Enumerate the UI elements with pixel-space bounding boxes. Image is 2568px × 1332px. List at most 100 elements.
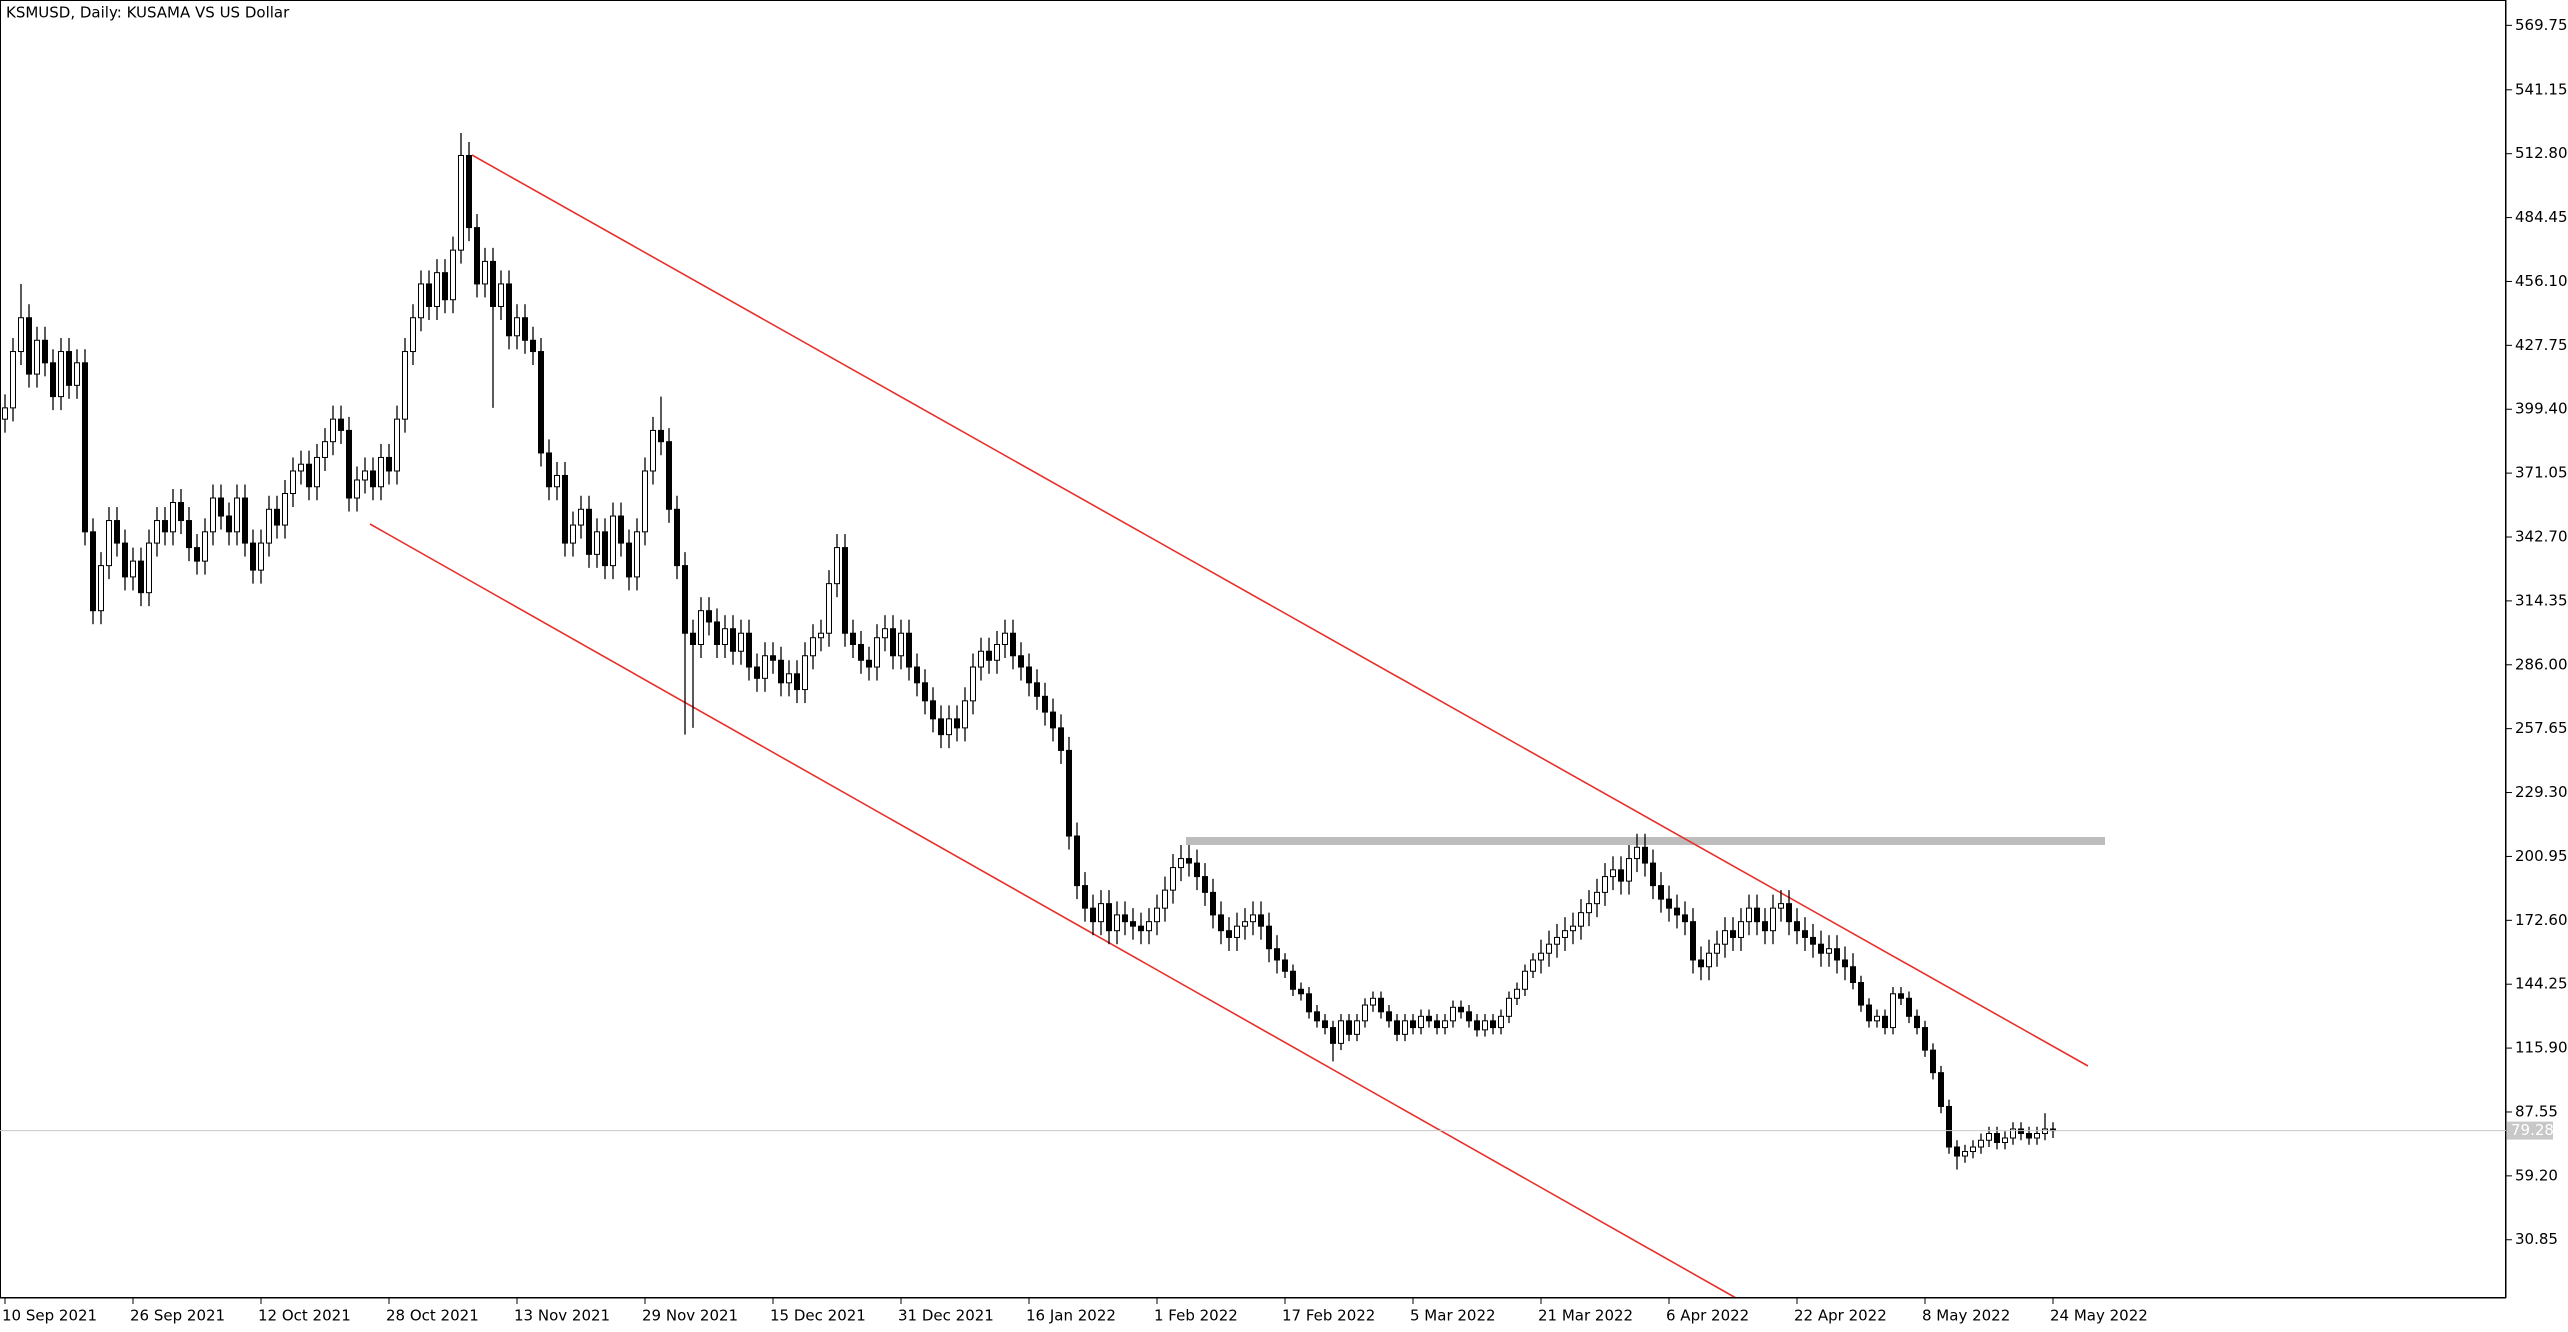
candle-body: [2, 407, 8, 420]
candle-body: [250, 542, 256, 571]
candle-body: [178, 502, 184, 522]
candle-body: [562, 474, 568, 544]
candle-body: [1562, 930, 1568, 938]
candle-body: [242, 497, 248, 544]
candle-body: [2002, 1137, 2008, 1144]
candle-body: [970, 666, 976, 702]
x-tick-label: 31 Dec 2021: [898, 1307, 994, 1325]
candle-body: [10, 351, 16, 409]
candle-body: [1442, 1020, 1448, 1029]
candle-body: [194, 547, 200, 562]
candle-body: [538, 351, 544, 454]
candle-body: [74, 362, 80, 386]
candle-body: [1738, 921, 1744, 938]
candle-body: [1930, 1049, 1936, 1074]
x-tick-label: 21 Mar 2022: [1538, 1307, 1633, 1325]
candle-body: [1162, 889, 1168, 909]
candle-body: [746, 632, 752, 668]
candle-body: [1706, 952, 1712, 968]
x-tick-label: 24 May 2022: [2050, 1307, 2148, 1325]
candle-body: [962, 700, 968, 729]
candle-body: [666, 441, 672, 510]
candle-body: [834, 547, 840, 585]
candle-body: [1194, 862, 1200, 878]
candle-body: [1554, 936, 1560, 945]
candle-body: [618, 515, 624, 544]
candle-body: [994, 643, 1000, 661]
candle-body: [106, 520, 112, 567]
candle-body: [1298, 988, 1304, 995]
candle-body: [1322, 1020, 1328, 1029]
candle-body: [1962, 1151, 1968, 1157]
x-tick-label: 15 Dec 2021: [770, 1307, 866, 1325]
candle-body: [474, 227, 480, 285]
candle-body: [722, 628, 728, 645]
candle-body: [2026, 1132, 2032, 1139]
candle-body: [1714, 943, 1720, 954]
candle-body: [1890, 993, 1896, 1029]
candle-body: [698, 610, 704, 645]
candle-body: [1266, 925, 1272, 950]
candle-body: [1346, 1020, 1352, 1035]
candle-body: [1802, 930, 1808, 938]
candle-body: [978, 650, 984, 668]
candle-body: [1306, 993, 1312, 1013]
candle-body: [1858, 982, 1864, 1006]
candle-body: [1874, 1015, 1880, 1022]
candle-body: [1090, 907, 1096, 923]
candle-body: [226, 515, 232, 533]
candle-body: [1082, 885, 1088, 909]
candle-body: [274, 508, 280, 526]
candle-body: [386, 456, 392, 472]
last-price-box: [2507, 1121, 2553, 1140]
candle-body: [706, 610, 712, 623]
candle-body: [1794, 921, 1800, 932]
candle-body: [530, 339, 536, 353]
x-tick-label: 16 Jan 2022: [1026, 1307, 1116, 1325]
candle-body: [1202, 876, 1208, 893]
candle-body: [610, 515, 616, 567]
candle-body: [506, 283, 512, 337]
candle-body: [682, 565, 688, 634]
candle-body: [378, 456, 384, 488]
candle-body: [1066, 749, 1072, 837]
candle-body: [1682, 914, 1688, 923]
y-tick-label: 172.60: [2515, 911, 2568, 929]
candle-body: [842, 547, 848, 634]
candle-body: [754, 666, 760, 679]
candle-body: [2010, 1128, 2016, 1139]
candle-body: [874, 637, 880, 668]
candle-body: [1106, 903, 1112, 932]
candle-body: [1610, 869, 1616, 878]
candle-body: [1938, 1072, 1944, 1107]
candle-body: [442, 272, 448, 301]
candle-body: [1018, 655, 1024, 668]
x-tick-label: 26 Sep 2021: [130, 1307, 225, 1325]
candle-body: [98, 565, 104, 612]
candle-body: [1258, 914, 1264, 927]
y-tick-label: 286.00: [2515, 655, 2568, 673]
candle-body: [1114, 914, 1120, 932]
candle-body: [570, 524, 576, 544]
candle-body: [1026, 666, 1032, 684]
candle-body: [1250, 914, 1256, 923]
candle-body: [1226, 930, 1232, 938]
candle-body: [810, 637, 816, 657]
x-tick-label: 22 Apr 2022: [1794, 1307, 1887, 1325]
x-tick-label: 13 Nov 2021: [514, 1307, 610, 1325]
x-tick-label: 6 Apr 2022: [1666, 1307, 1749, 1325]
y-tick-label: 144.25: [2515, 975, 2568, 993]
candle-body: [394, 418, 400, 472]
y-tick-label: 342.70: [2515, 528, 2568, 546]
candle-body: [1954, 1146, 1960, 1157]
candle-body: [26, 317, 32, 375]
candle-body: [1946, 1105, 1952, 1148]
candle-body: [114, 520, 120, 544]
candle-body: [930, 700, 936, 720]
candle-body: [938, 718, 944, 736]
candle-body: [146, 542, 152, 594]
candle-body: [762, 655, 768, 679]
candle-body: [1922, 1027, 1928, 1051]
